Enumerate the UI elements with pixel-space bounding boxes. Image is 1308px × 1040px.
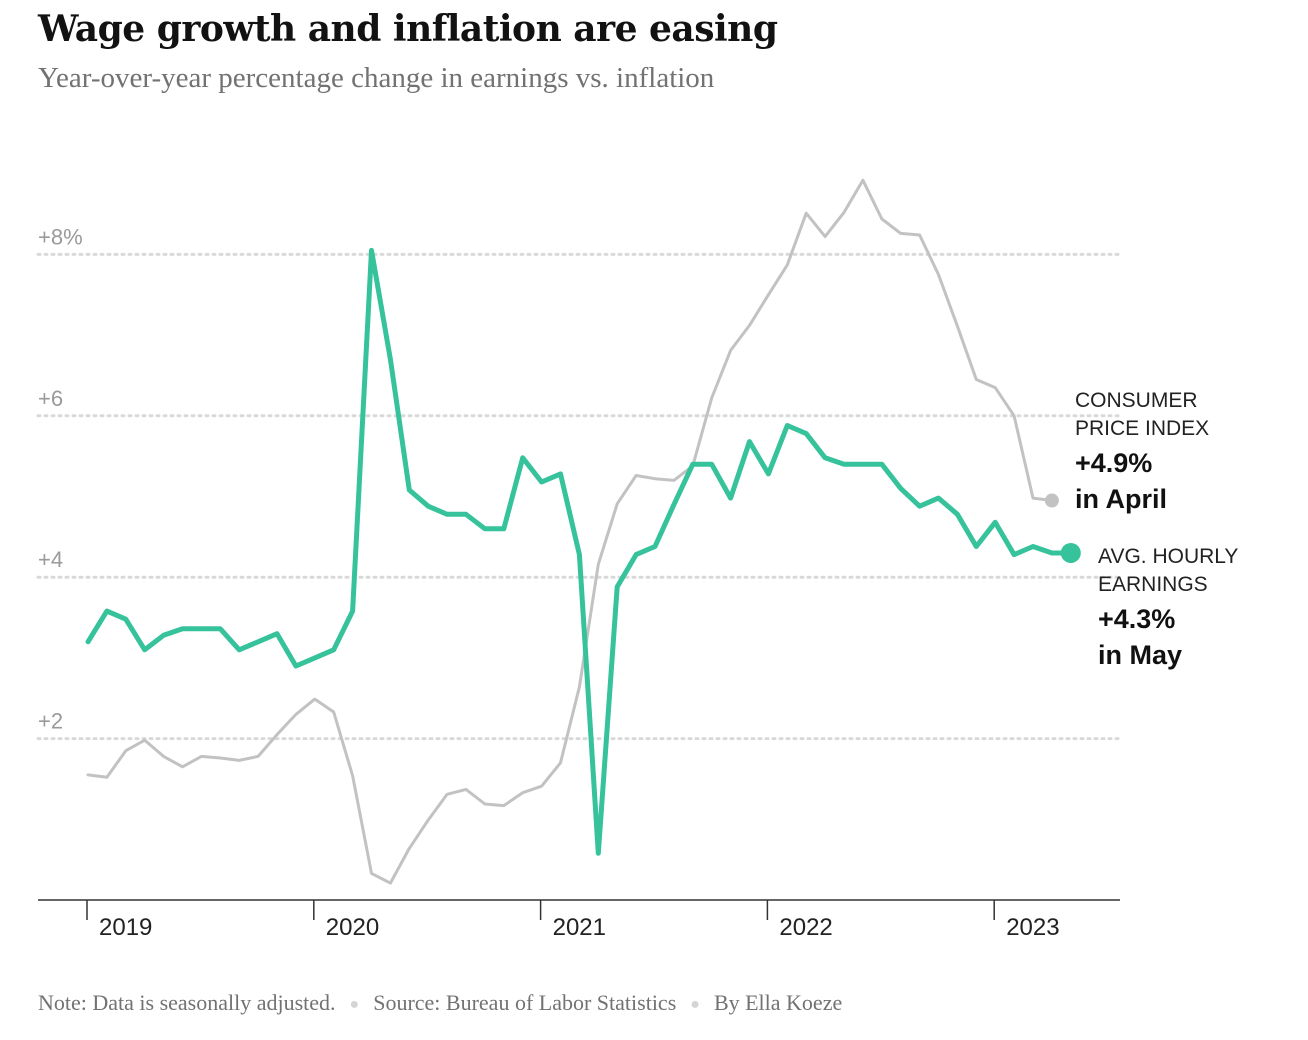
footer-source: Source: Bureau of Labor Statistics bbox=[373, 990, 677, 1015]
x-tick-label: 2023 bbox=[1006, 914, 1059, 941]
x-tick-label: 2020 bbox=[326, 914, 379, 941]
wages-label-line1: AVG. HOURLY bbox=[1098, 545, 1238, 568]
cpi-endpoint bbox=[1044, 493, 1059, 508]
wages-period-label: in May bbox=[1098, 640, 1182, 670]
cpi-value-label: +4.9% bbox=[1075, 448, 1152, 478]
x-tick-label: 2021 bbox=[553, 914, 606, 941]
y-tick-label: +6 bbox=[38, 386, 63, 411]
wages-line bbox=[85, 247, 1074, 856]
wages-label-line2: EARNINGS bbox=[1098, 573, 1208, 596]
cpi-period-label: in April bbox=[1075, 484, 1167, 514]
chart-subtitle: Year-over-year percentage change in earn… bbox=[38, 62, 715, 94]
y-tick-labels: +2 +4 +6 +8% bbox=[38, 224, 83, 733]
chart-footer: Note: Data is seasonally adjusted. ● Sourc… bbox=[38, 990, 842, 1016]
series-labels: CONSUMER PRICE INDEX +4.9% in April AVG. HOU… bbox=[1075, 389, 1238, 670]
chart-title: Wage growth and inflation are easing bbox=[38, 8, 778, 50]
cpi-label-line1: CONSUMER bbox=[1075, 389, 1198, 412]
separator-dot: ● bbox=[690, 995, 700, 1013]
y-tick-label: +4 bbox=[38, 547, 63, 572]
cpi-line bbox=[86, 178, 1054, 885]
wages-endpoint bbox=[1060, 542, 1081, 563]
wages-value-label: +4.3% bbox=[1098, 604, 1175, 634]
footer-note: Note: Data is seasonally adjusted. bbox=[38, 990, 336, 1015]
y-tick-label: +8% bbox=[38, 224, 83, 249]
y-tick-label: +2 bbox=[38, 709, 63, 734]
footer-byline: By Ella Koeze bbox=[713, 990, 843, 1015]
x-axis: 2019 2020 2021 2022 2023 bbox=[38, 899, 1120, 941]
line-chart: +2 +4 +6 +8% 2019 2020 2021 2022 2023 CONSUMER P… bbox=[36, 178, 1238, 941]
separator-dot: ● bbox=[349, 995, 360, 1013]
cpi-label-line2: PRICE INDEX bbox=[1075, 417, 1209, 440]
x-tick-label: 2019 bbox=[99, 914, 152, 941]
x-tick-label: 2022 bbox=[779, 914, 832, 941]
series-lines bbox=[85, 178, 1081, 885]
